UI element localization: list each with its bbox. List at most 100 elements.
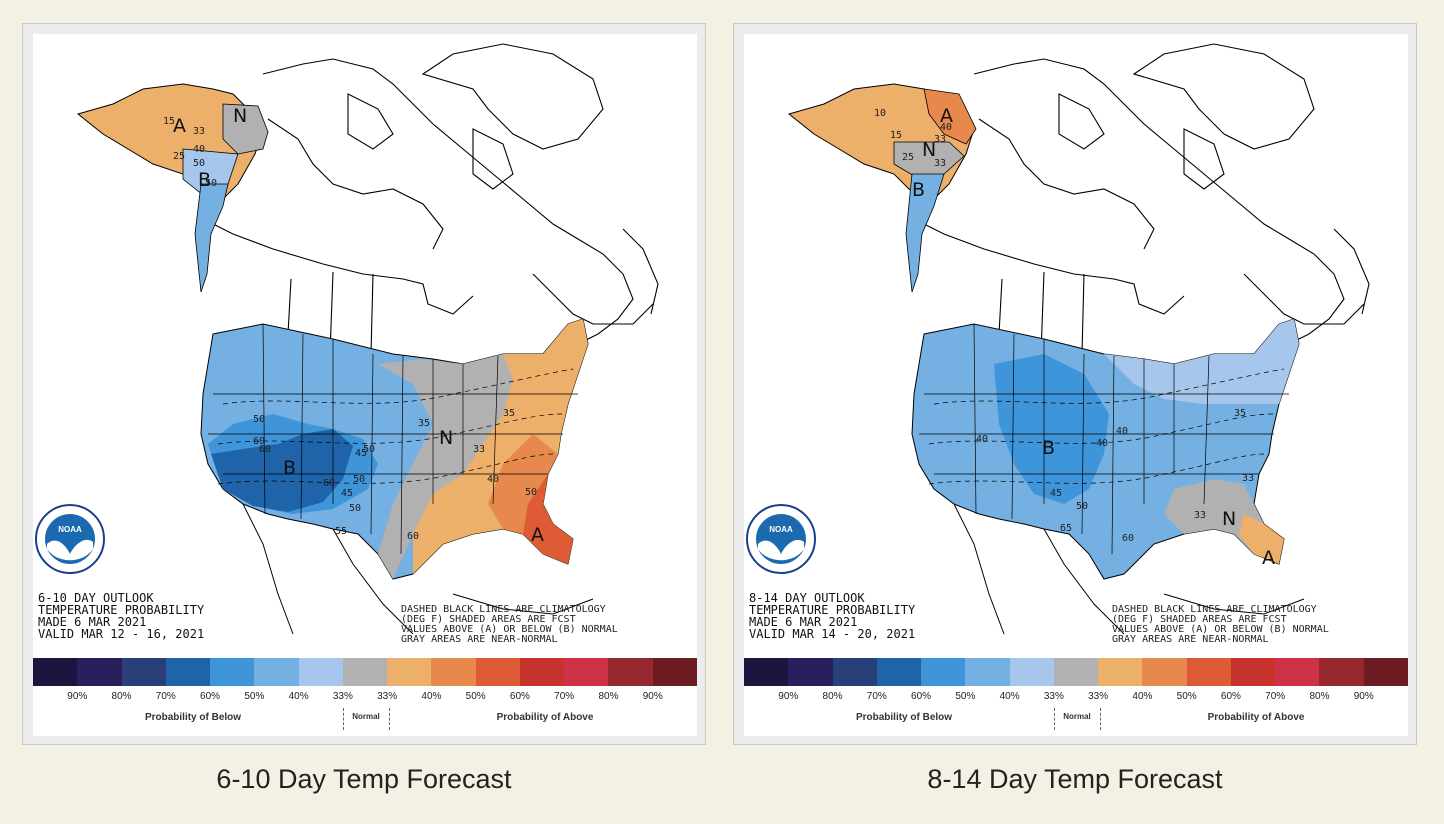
caption-6-10-day: 6-10 Day Temp Forecast — [216, 764, 512, 794]
contour-label: 40 — [1116, 426, 1128, 437]
map-panel-6-10: A N B B N A 15 33 25 40 50 50 50 60 35 4… — [22, 23, 706, 745]
contour-label: 45 — [1050, 488, 1062, 499]
region-letter-below-central: B — [1042, 437, 1055, 459]
legend-swatch — [1275, 658, 1320, 686]
legend-percent: 80% — [111, 691, 132, 702]
legend-percent-labels: 90% 80% 70% 60% 50% 40% 33% 33% 40% 50% 60% 70% 80% 9… — [33, 691, 697, 705]
map-note-line1: DASHED BLACK LINES ARE CLIMATOLOGY — [401, 604, 606, 615]
outlook-title-line2: TEMPERATURE PROBABILITY — [38, 603, 205, 617]
noaa-logo: NOAA — [35, 504, 105, 574]
contour-label: 50 — [205, 178, 217, 189]
contour-label: 60 — [253, 436, 265, 447]
legend-swatch — [1098, 658, 1143, 686]
contour-label: 40 — [193, 144, 205, 155]
legend-swatch — [1230, 658, 1276, 686]
region-letter-above-southeast: A — [531, 524, 544, 546]
legend-swatch — [1142, 658, 1187, 686]
contour-label: 33 — [1194, 510, 1206, 521]
outlook-map-8-14: A N B B N A 10 40 15 33 33 25 35 40 40 4… — [746, 43, 1370, 644]
contour-label: 50 — [525, 487, 537, 498]
legend-swatch — [921, 658, 966, 686]
noaa-logo-text: NOAA — [769, 525, 793, 534]
outlook-title-line1: 8-14 DAY OUTLOOK — [749, 591, 865, 605]
legend-swatch — [1009, 658, 1054, 686]
legend-swatch — [1319, 658, 1364, 686]
contour-label: 60 — [259, 444, 271, 455]
region-letter-normal-alaska: N — [922, 139, 936, 161]
legend-swatch — [77, 658, 122, 686]
legend-percent: 40% — [421, 691, 442, 702]
legend-swatch — [1053, 658, 1099, 686]
contour-label: 35 — [1234, 408, 1246, 419]
map-panel-8-14: A N B B N A 10 40 15 33 33 25 35 40 40 4… — [733, 23, 1417, 745]
region-letter-normal-southeast: N — [1222, 508, 1236, 530]
legend-normal-label: Normal — [352, 712, 380, 721]
legend-swatch — [564, 658, 609, 686]
legend-swatch — [744, 658, 789, 686]
legend-swatch — [1363, 658, 1408, 686]
outlook-map-6-10: A N B B N A 15 33 25 40 50 50 50 60 35 4… — [35, 43, 659, 644]
legend-color-bar — [744, 658, 1408, 686]
legend-color-bar — [33, 658, 697, 686]
legend-swatch — [210, 658, 255, 686]
legend-percent: 40% — [288, 691, 309, 702]
legend-group-labels: Probability of Below Normal Probability … — [744, 708, 1408, 730]
legend-percent: 70% — [866, 691, 887, 702]
legend-swatch — [608, 658, 653, 686]
contour-label: 50 — [349, 503, 361, 514]
probability-legend: 90% 80% 70% 60% 50% 40% 33% 33% 40% 50% 60% 70% 80% 9… — [33, 658, 697, 736]
region-letter-above-florida: A — [1262, 547, 1275, 569]
legend-percent: 70% — [1265, 691, 1286, 702]
legend-swatch — [431, 658, 476, 686]
legend-separator — [389, 708, 390, 730]
legend-group-labels: Probability of Below Normal Probability … — [33, 708, 697, 730]
legend-percent: 33% — [1043, 691, 1064, 702]
legend-percent: 90% — [642, 691, 663, 702]
contour-label: 40 — [487, 474, 499, 485]
contour-label: 35 — [418, 418, 430, 429]
legend-percent: 50% — [244, 691, 265, 702]
contour-label: 50 — [253, 414, 265, 425]
legend-swatch — [832, 658, 877, 686]
contour-label: 60 — [407, 531, 419, 542]
contour-label: 45 — [355, 448, 367, 459]
map-note-line2: (DEG F) SHADED AREAS ARE FCST — [1112, 614, 1287, 625]
contour-label: 33 — [934, 158, 946, 169]
legend-percent: 60% — [509, 691, 530, 702]
outlook-title-line1: 6-10 DAY OUTLOOK — [38, 591, 154, 605]
legend-percent: 60% — [200, 691, 221, 702]
contour-label: 33 — [934, 134, 946, 145]
contour-label: 65 — [1060, 523, 1072, 534]
region-letter-normal-alaska: N — [233, 105, 247, 127]
legend-percent: 80% — [1309, 691, 1330, 702]
legend-swatch — [475, 658, 520, 686]
contour-label: 50 — [353, 474, 365, 485]
legend-swatch — [788, 658, 833, 686]
contour-label: 10 — [874, 108, 886, 119]
map-note-line3: VALUES ABOVE (A) OR BELOW (B) NORMAL — [1112, 624, 1329, 635]
contour-label: 33 — [473, 444, 485, 455]
legend-percent: 90% — [67, 691, 88, 702]
legend-percent: 50% — [465, 691, 486, 702]
region-letter-above-alaska: A — [173, 115, 186, 137]
caption-8-14-day: 8-14 Day Temp Forecast — [927, 764, 1223, 794]
region-letter-normal-central: N — [439, 427, 453, 449]
region-letter-below-west: B — [283, 457, 296, 479]
region-letter-below-alaska: B — [912, 179, 925, 201]
outlook-valid-dates: VALID MAR 14 - 20, 2021 — [749, 627, 915, 641]
map-note-line2: (DEG F) SHADED AREAS ARE FCST — [401, 614, 576, 625]
legend-above-label: Probability of Above — [1207, 712, 1305, 723]
contour-label: 15 — [163, 116, 175, 127]
legend-percent: 60% — [1220, 691, 1241, 702]
legend-percent: 90% — [1353, 691, 1374, 702]
legend-percent: 80% — [598, 691, 619, 702]
legend-separator — [1100, 708, 1101, 730]
contour-label: 15 — [890, 130, 902, 141]
noaa-logo-text: NOAA — [58, 525, 82, 534]
contour-label: 33 — [1242, 473, 1254, 484]
map-frame: A N B B N A 15 33 25 40 50 50 50 60 35 4… — [33, 34, 697, 736]
legend-swatch — [298, 658, 343, 686]
region-letter-below-alaska: B — [198, 169, 211, 191]
contour-label: 40 — [976, 434, 988, 445]
contour-label: 60 — [323, 478, 335, 489]
